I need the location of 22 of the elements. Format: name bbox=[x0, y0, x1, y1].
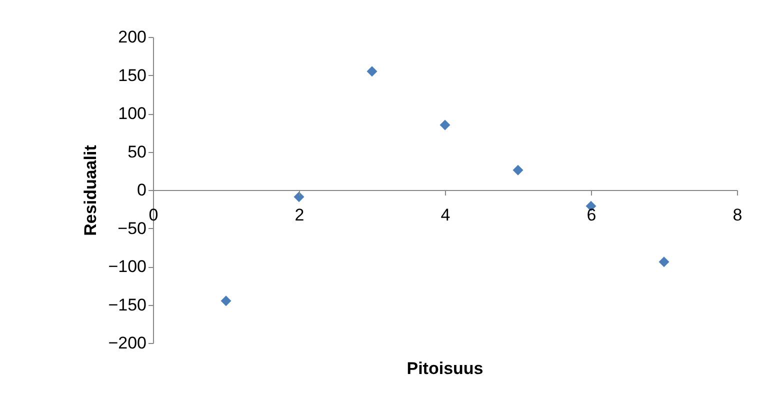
y-tick-label: 200 bbox=[118, 28, 146, 46]
x-tick-label: 2 bbox=[294, 206, 304, 224]
y-axis-title: Residuaalit bbox=[81, 144, 100, 236]
y-tick-label: −100 bbox=[108, 257, 146, 276]
x-tick-label: 8 bbox=[732, 206, 742, 224]
x-tick-label: 6 bbox=[586, 206, 596, 224]
x-tick-label: 0 bbox=[148, 206, 158, 224]
y-tick-label: −150 bbox=[108, 295, 146, 314]
x-tick-label: 4 bbox=[440, 206, 450, 224]
point bbox=[294, 192, 304, 202]
y-tick-label: 0 bbox=[137, 180, 146, 200]
y-tick-label: −200 bbox=[108, 334, 146, 352]
point bbox=[512, 164, 524, 176]
y-tick-label: 100 bbox=[118, 104, 146, 123]
y-tick-label: −50 bbox=[118, 218, 146, 238]
point bbox=[366, 66, 378, 77]
x-axis-title: Pitoisuus bbox=[406, 359, 484, 378]
point bbox=[440, 120, 450, 130]
y-tick-label: 150 bbox=[118, 66, 146, 85]
y-tick-label: 50 bbox=[128, 142, 146, 162]
point bbox=[658, 256, 670, 268]
point bbox=[220, 296, 232, 306]
